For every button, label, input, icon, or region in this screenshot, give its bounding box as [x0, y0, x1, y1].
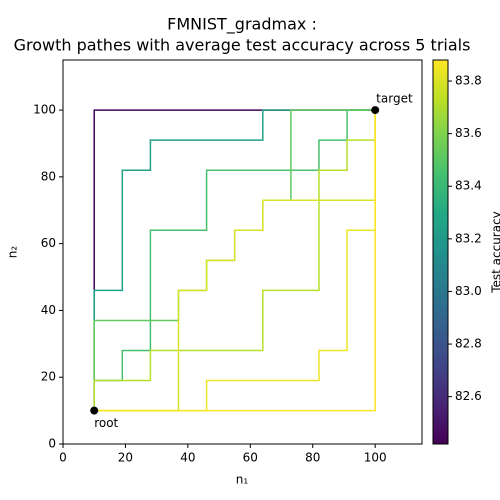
x-tick-label: 40 [180, 451, 195, 465]
x-tick-label: 80 [305, 451, 320, 465]
colorbar-label: Test accuracy [490, 211, 500, 294]
y-tick-label: 60 [41, 236, 56, 250]
colorbar-tick-label: 83.0 [455, 284, 482, 298]
chart-title: FMNIST_gradmax : [167, 15, 317, 35]
x-tick-label: 0 [59, 451, 67, 465]
colorbar-tick-label: 83.6 [455, 126, 482, 140]
y-axis-label: n₂ [6, 246, 20, 259]
plot-frame [62, 59, 423, 445]
colorbar [432, 59, 449, 445]
x-tick-label: 60 [243, 451, 258, 465]
x-axis-label: n₁ [236, 473, 249, 487]
colorbar-tick-label: 82.8 [455, 337, 482, 351]
growth-path [94, 110, 376, 412]
point-label: root [94, 416, 118, 430]
growth-path [94, 110, 376, 412]
colorbar-tick-label: 82.6 [455, 389, 482, 403]
y-tick-label: 40 [41, 303, 56, 317]
x-tick-label: 100 [364, 451, 387, 465]
point-label: target [376, 92, 413, 106]
chart-subtitle: Growth pathes with average test accuracy… [14, 36, 471, 55]
growth-path [94, 110, 376, 412]
endpoint [90, 406, 99, 415]
growth-path [93, 110, 376, 411]
x-tick-label: 20 [118, 451, 133, 465]
endpoint [371, 106, 380, 115]
colorbar-tick-label: 83.4 [455, 179, 482, 193]
y-tick-label: 0 [48, 437, 56, 451]
y-tick-label: 20 [41, 370, 56, 384]
y-tick-label: 80 [41, 169, 56, 183]
colorbar-tick-label: 83.8 [455, 74, 482, 88]
colorbar-tick-label: 83.2 [455, 231, 482, 245]
growth-path [93, 109, 376, 411]
y-tick-label: 100 [33, 103, 56, 117]
